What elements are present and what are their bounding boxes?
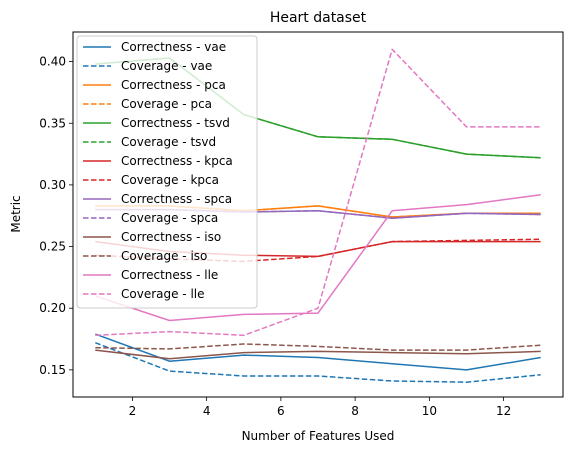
legend: Correctness - vae Coverage - vae Correctne…	[76, 35, 258, 309]
legend-label: Correctness - iso	[121, 230, 221, 244]
legend-label: Coverage - lle	[121, 287, 205, 301]
y-tick-label: 0.35	[39, 116, 66, 130]
legend-label: Correctness - pca	[121, 78, 226, 92]
series-line-coverage-iso	[95, 343, 541, 351]
x-tick-label: 8	[351, 404, 359, 418]
x-tick-label: 6	[277, 404, 285, 418]
x-tick-label: 10	[422, 404, 437, 418]
legend-label: Correctness - spca	[121, 192, 232, 206]
legend-label: Coverage - vae	[121, 59, 212, 73]
legend-label: Correctness - tsvd	[121, 116, 230, 130]
y-tick-label: 0.30	[39, 178, 66, 192]
series-line-correctness-vae	[95, 333, 541, 371]
chart-title: Heart dataset	[270, 10, 367, 26]
legend-label: Coverage - kpca	[121, 173, 219, 187]
legend-label: Coverage - iso	[121, 249, 207, 263]
x-tick-label: 4	[203, 404, 211, 418]
series-line-coverage-lle	[95, 48, 541, 337]
y-axis-label: Metric	[9, 195, 23, 232]
x-axis-ticks: 2 4 6 8 10 12	[129, 397, 511, 418]
y-tick-label: 0.25	[39, 240, 66, 254]
y-tick-label: 0.15	[39, 363, 66, 377]
y-tick-label: 0.40	[39, 55, 66, 69]
plot-frame	[72, 31, 564, 398]
x-tick-label: 2	[129, 404, 137, 418]
legend-label: Coverage - tsvd	[121, 135, 216, 149]
x-axis-label: Number of Features Used	[242, 429, 395, 443]
y-tick-label: 0.20	[39, 301, 66, 315]
legend-label: Correctness - kpca	[121, 154, 233, 168]
legend-label: Correctness - lle	[121, 268, 218, 282]
legend-label: Coverage - spca	[121, 211, 218, 225]
legend-box	[76, 35, 258, 309]
series-line-coverage-vae	[95, 341, 541, 383]
legend-label: Coverage - pca	[121, 97, 212, 111]
y-axis-ticks: 0.15 0.20 0.25 0.30 0.35 0.40	[39, 55, 73, 377]
series-line-correctness-lle	[95, 194, 541, 322]
series-line-correctness-iso	[95, 349, 541, 360]
x-tick-label: 12	[496, 404, 511, 418]
legend-label: Correctness - vae	[121, 40, 226, 54]
